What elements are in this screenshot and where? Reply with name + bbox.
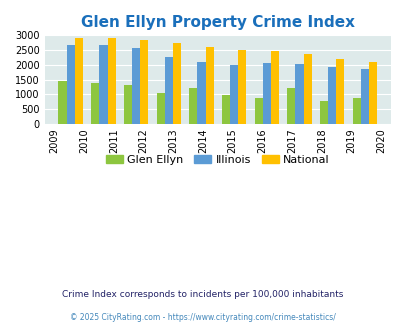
Bar — [262, 63, 270, 124]
Bar — [360, 69, 368, 124]
Bar — [66, 45, 75, 124]
Bar — [91, 83, 99, 124]
Title: Glen Ellyn Property Crime Index: Glen Ellyn Property Crime Index — [81, 15, 354, 30]
Bar — [107, 38, 115, 124]
Bar — [58, 81, 66, 124]
Bar — [197, 62, 205, 124]
Bar — [124, 85, 132, 124]
Bar — [75, 38, 83, 124]
Bar — [173, 43, 181, 124]
Bar — [368, 62, 376, 124]
Bar — [327, 67, 335, 124]
Bar — [287, 88, 295, 124]
Bar — [222, 94, 230, 124]
Legend: Glen Ellyn, Illinois, National: Glen Ellyn, Illinois, National — [101, 150, 333, 169]
Bar — [295, 64, 303, 124]
Bar — [303, 54, 311, 124]
Bar — [156, 93, 164, 124]
Bar — [132, 48, 140, 124]
Text: © 2025 CityRating.com - https://www.cityrating.com/crime-statistics/: © 2025 CityRating.com - https://www.city… — [70, 313, 335, 322]
Bar — [205, 47, 213, 124]
Bar — [254, 98, 262, 124]
Bar — [230, 65, 238, 124]
Text: Crime Index corresponds to incidents per 100,000 inhabitants: Crime Index corresponds to incidents per… — [62, 290, 343, 299]
Bar — [238, 50, 246, 124]
Bar — [319, 101, 327, 124]
Bar — [99, 45, 107, 124]
Bar — [140, 40, 148, 124]
Bar — [189, 88, 197, 124]
Bar — [352, 98, 360, 124]
Bar — [164, 57, 173, 124]
Bar — [335, 59, 343, 124]
Bar — [270, 51, 278, 124]
